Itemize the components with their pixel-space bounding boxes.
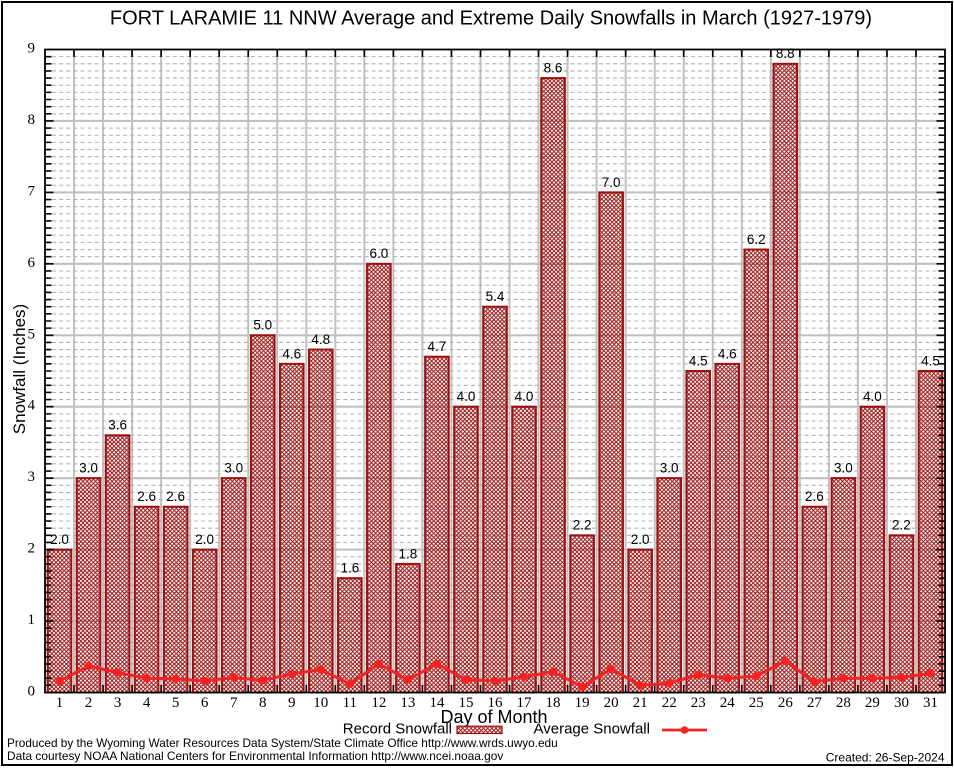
svg-text:28: 28 (836, 695, 851, 711)
svg-text:16: 16 (488, 695, 504, 711)
svg-text:5.4: 5.4 (486, 289, 505, 304)
svg-text:22: 22 (662, 695, 677, 711)
svg-text:2.6: 2.6 (805, 489, 824, 504)
svg-text:1.8: 1.8 (399, 546, 418, 561)
svg-text:6.2: 6.2 (747, 232, 766, 247)
svg-text:26: 26 (778, 695, 794, 711)
svg-text:3.6: 3.6 (108, 418, 127, 433)
svg-text:3.0: 3.0 (660, 461, 679, 476)
svg-text:3: 3 (28, 469, 36, 485)
svg-text:23: 23 (691, 695, 706, 711)
svg-text:Snowfall (Inches): Snowfall (Inches) (10, 304, 29, 434)
svg-text:10: 10 (313, 695, 328, 711)
svg-text:7.0: 7.0 (602, 175, 621, 190)
svg-text:Day of Month: Day of Month (440, 707, 547, 727)
svg-text:Produced by the Wyoming Water: Produced by the Wyoming Water Resources … (7, 736, 558, 750)
svg-text:2: 2 (85, 695, 93, 711)
svg-text:FORT LARAMIE 11 NNW Average an: FORT LARAMIE 11 NNW Average and Extreme … (110, 8, 872, 30)
svg-text:7: 7 (230, 695, 238, 711)
svg-text:4.5: 4.5 (689, 353, 708, 368)
svg-text:20: 20 (604, 695, 619, 711)
svg-text:24: 24 (720, 695, 736, 711)
svg-text:4: 4 (28, 398, 36, 414)
svg-text:4: 4 (143, 695, 151, 711)
svg-text:4.8: 4.8 (311, 332, 330, 347)
svg-text:2.6: 2.6 (137, 489, 156, 504)
svg-text:3.0: 3.0 (79, 461, 98, 476)
svg-text:19: 19 (575, 695, 590, 711)
svg-text:3: 3 (114, 695, 122, 711)
svg-text:31: 31 (923, 695, 938, 711)
svg-text:2.2: 2.2 (573, 518, 592, 533)
svg-text:8: 8 (259, 695, 267, 711)
svg-text:4.0: 4.0 (457, 389, 476, 404)
svg-text:6.0: 6.0 (369, 246, 388, 261)
svg-text:1.6: 1.6 (340, 561, 359, 576)
svg-text:Created: 26-Sep-2024: Created: 26-Sep-2024 (826, 751, 945, 765)
svg-text:2: 2 (28, 541, 36, 557)
svg-text:8.8: 8.8 (776, 46, 795, 61)
svg-text:8: 8 (28, 112, 36, 128)
svg-text:9: 9 (288, 695, 296, 711)
svg-text:2.0: 2.0 (50, 532, 69, 547)
svg-text:21: 21 (633, 695, 648, 711)
svg-text:25: 25 (749, 695, 764, 711)
svg-text:12: 12 (371, 695, 386, 711)
svg-text:18: 18 (546, 695, 561, 711)
svg-text:1: 1 (28, 612, 36, 628)
svg-text:5.0: 5.0 (253, 318, 272, 333)
svg-text:4.0: 4.0 (863, 389, 882, 404)
svg-text:5: 5 (172, 695, 180, 711)
svg-text:Data courtesy NOAA National Ce: Data courtesy NOAA National Centers for … (7, 749, 503, 763)
svg-text:4.6: 4.6 (718, 346, 737, 361)
svg-text:17: 17 (517, 695, 533, 711)
svg-text:7: 7 (28, 183, 36, 199)
svg-text:6: 6 (28, 255, 36, 271)
svg-text:0: 0 (28, 684, 36, 700)
svg-text:13: 13 (400, 695, 415, 711)
svg-text:5: 5 (28, 326, 36, 342)
svg-text:30: 30 (894, 695, 909, 711)
svg-text:Record Snowfall: Record Snowfall (343, 721, 452, 738)
svg-text:4.5: 4.5 (921, 353, 940, 368)
svg-text:27: 27 (807, 695, 823, 711)
svg-text:3.0: 3.0 (834, 461, 853, 476)
svg-text:11: 11 (343, 695, 357, 711)
svg-text:2.6: 2.6 (166, 489, 185, 504)
svg-text:29: 29 (865, 695, 880, 711)
svg-text:2.2: 2.2 (892, 518, 911, 533)
svg-text:4.7: 4.7 (428, 339, 447, 354)
svg-text:3.0: 3.0 (224, 461, 243, 476)
svg-text:4.6: 4.6 (282, 346, 301, 361)
svg-text:14: 14 (429, 695, 445, 711)
svg-text:6: 6 (201, 695, 209, 711)
svg-text:8.6: 8.6 (544, 60, 563, 75)
svg-text:9: 9 (28, 41, 36, 57)
svg-text:4.0: 4.0 (515, 389, 534, 404)
svg-text:2.0: 2.0 (631, 532, 650, 547)
svg-text:2.0: 2.0 (195, 532, 214, 547)
svg-text:1: 1 (56, 695, 64, 711)
svg-text:Average Snowfall: Average Snowfall (534, 721, 650, 738)
svg-text:15: 15 (458, 695, 473, 711)
